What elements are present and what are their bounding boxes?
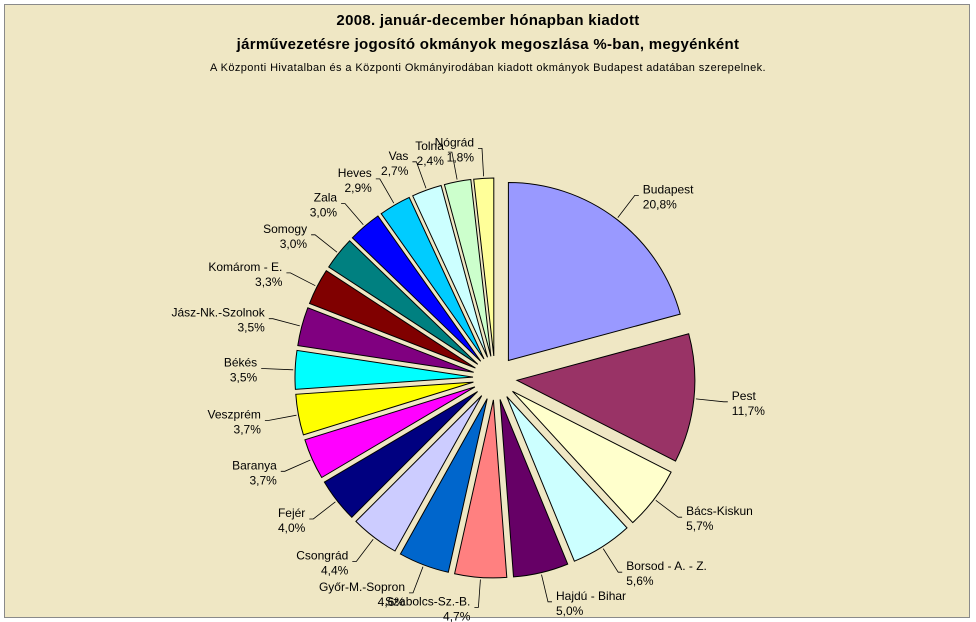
slice-label-gyor-m-sopron: Győr-M.-Sopron: [319, 580, 405, 594]
leader-line-tolna: [447, 151, 458, 180]
leader-line-nograd: [478, 147, 484, 177]
leader-line-veszprem: [264, 414, 297, 421]
leader-line-bekes: [261, 368, 294, 371]
pie-slice-gyor-m-sopron: [399, 398, 488, 573]
slice-value-bacs-kiskun: 5,7%: [686, 519, 714, 533]
pie-slice-tolna: [443, 178, 492, 357]
slice-value-baranya: 3,7%: [249, 473, 277, 487]
leader-line-hajdu-bihar: [541, 574, 552, 603]
pie-slice-fejer: [323, 391, 478, 519]
chart-title: 2008. január-december hónapban kiadott: [336, 12, 640, 29]
pie-slice-pest: [515, 333, 696, 462]
slice-label-baranya: Baranya: [232, 458, 277, 472]
slice-label-somogy: Somogy: [263, 222, 307, 236]
slice-label-fejer: Fejér: [278, 506, 305, 520]
slice-value-jasz-nk-szolnok: 3,5%: [237, 321, 265, 335]
slice-value-tolna: 2,4%: [417, 154, 445, 168]
slice-value-bekes: 3,5%: [230, 371, 258, 385]
leader-line-pest: [695, 398, 728, 403]
pie-slice-zala: [351, 215, 482, 362]
slice-value-veszprem: 3,7%: [234, 422, 262, 436]
pie-slice-heves: [380, 196, 485, 360]
slice-value-heves: 2,9%: [344, 181, 372, 195]
slice-value-hajdu-bihar: 5,0%: [556, 604, 584, 618]
slice-value-budapest: 20,8%: [643, 197, 677, 211]
leader-line-szabolcs-sz-b: [474, 579, 481, 608]
leader-line-baranya: [280, 459, 311, 472]
leader-line-bacs-kiskun: [655, 499, 683, 518]
slice-value-fejer: 4,0%: [278, 521, 306, 535]
leader-line-budapest: [617, 194, 639, 218]
pie-slice-bacs-kiskun: [512, 390, 672, 524]
leader-line-zala: [341, 203, 364, 226]
slice-label-bacs-kiskun: Bács-Kiskun: [686, 504, 753, 518]
pie-slice-baranya: [304, 386, 476, 479]
slice-value-somogy: 3,0%: [280, 237, 308, 251]
slice-label-nograd: Nógrád: [435, 135, 474, 149]
slice-label-tolna: Tolna: [415, 139, 444, 153]
leader-line-csongrad: [352, 538, 374, 562]
slice-label-komarom-e: Komárom - E.: [208, 260, 282, 274]
pie-slice-csongrad: [355, 395, 483, 552]
slice-value-nograd: 1,8%: [447, 150, 475, 164]
slice-value-szabolcs-sz-b: 4,7%: [443, 609, 471, 622]
pie-slice-borsod-a-z: [506, 396, 628, 562]
pie-slice-szabolcs-sz-b: [454, 399, 508, 579]
slice-label-heves: Heves: [338, 166, 372, 180]
leader-line-heves: [375, 178, 395, 204]
leader-line-borsod-a-z: [602, 548, 623, 573]
pie-slice-bekes: [294, 349, 474, 390]
chart-title-line2: járművezetésre jogosító okmányok megoszl…: [236, 36, 740, 53]
slice-label-zala: Zala: [314, 191, 338, 205]
pie-slice-jasz-nk-szolnok: [297, 307, 474, 373]
leader-line-fejer: [309, 501, 336, 520]
pie-slice-nograd: [473, 177, 495, 357]
pie-slice-vas: [412, 184, 488, 358]
pie-slice-veszprem: [295, 381, 474, 436]
slice-label-veszprem: Veszprém: [208, 407, 261, 421]
pie-slice-komarom-e: [308, 270, 476, 369]
slice-value-komarom-e: 3,3%: [255, 275, 283, 289]
slice-value-zala: 3,0%: [310, 206, 338, 220]
slice-value-pest: 11,7%: [732, 404, 765, 418]
slice-label-vas: Vas: [389, 149, 409, 163]
slice-value-gyor-m-sopron: 4,6%: [378, 595, 406, 609]
slice-label-pest: Pest: [732, 389, 757, 403]
slice-value-vas: 2,7%: [381, 164, 409, 178]
pie-slice-somogy: [328, 240, 479, 365]
slice-value-csongrad: 4,4%: [321, 564, 349, 578]
leader-line-komarom-e: [286, 272, 316, 287]
slice-label-jasz-nk-szolnok: Jász-Nk.-Szolnok: [171, 306, 265, 320]
slice-label-budapest: Budapest: [643, 182, 694, 196]
slice-label-csongrad: Csongrád: [296, 549, 348, 563]
pie-slice-budapest: [507, 181, 681, 362]
pie-slice-hajdu-bihar: [499, 399, 569, 578]
leader-line-somogy: [311, 234, 338, 253]
slice-label-szabolcs-sz-b: Szabolcs-Sz.-B.: [385, 594, 470, 608]
leader-line-gyor-m-sopron: [409, 566, 424, 594]
leader-line-vas: [412, 161, 427, 189]
slice-label-hajdu-bihar: Hajdú - Bihar: [556, 589, 626, 603]
chart-subtitle: A Központi Hivatalban és a Központi Okmá…: [210, 62, 766, 74]
slice-label-borsod-a-z: Borsod - A. - Z.: [626, 559, 707, 573]
slice-label-bekes: Békés: [224, 356, 257, 370]
leader-line-jasz-nk-szolnok: [268, 318, 300, 327]
slice-value-borsod-a-z: 5,6%: [626, 574, 654, 588]
